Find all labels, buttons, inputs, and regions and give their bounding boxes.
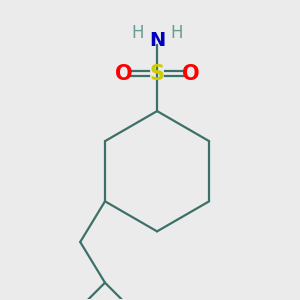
Text: H: H (131, 24, 144, 42)
Text: H: H (170, 24, 183, 42)
Text: S: S (150, 64, 165, 84)
Text: O: O (182, 64, 200, 84)
Text: N: N (149, 31, 165, 50)
Text: O: O (115, 64, 132, 84)
